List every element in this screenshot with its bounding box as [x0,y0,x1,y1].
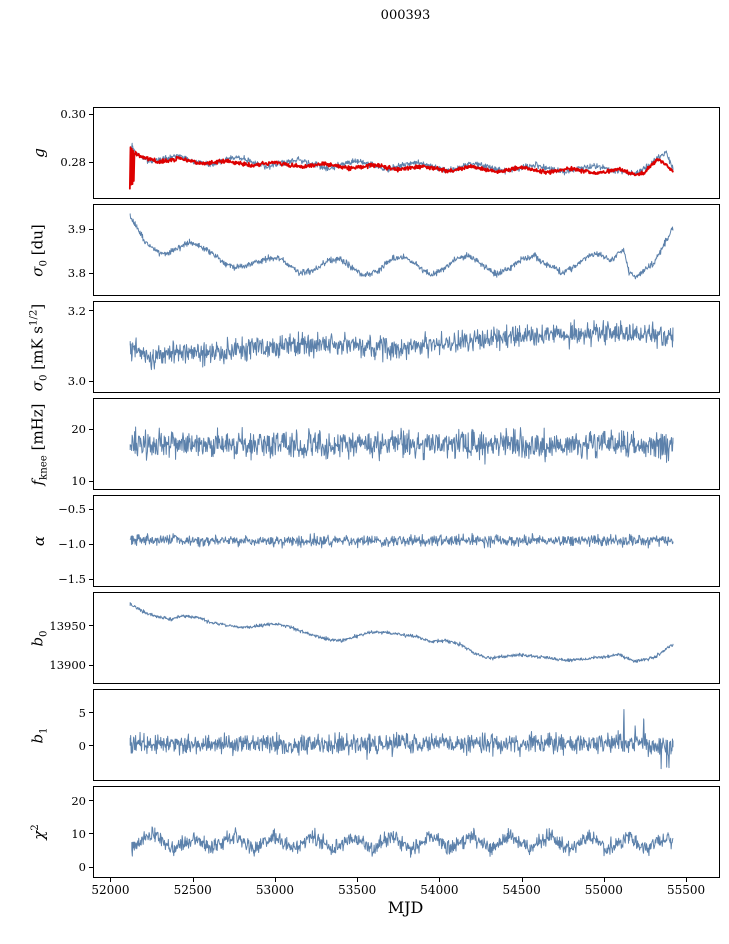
figure-title: 000393 [380,8,431,23]
panel-g: 0.30 0.28 g [30,107,720,199]
ytick-label-alpha: −0.5 [58,502,86,517]
xtick-mark [439,878,441,882]
x-axis-label: MJD [387,898,424,917]
y-axis-label-sigma0-du: σ0 [du] [28,223,50,277]
xtick-label: 55500 [667,883,706,897]
panel-chi2: 20 10 0 χ2 52000 52500 53000 53500 54000 54500 550… [30,786,720,897]
xtick-label: 55000 [584,883,623,897]
xtick-label: 52500 [173,883,212,897]
ytick-mark [89,508,93,510]
panel-b1-canvas [94,690,719,780]
panel-sigma0-du-canvas [94,205,719,295]
ytick-label-sigma0-mk: 3.0 [67,374,86,389]
ytick-mark [89,272,93,274]
ytick-mark [89,712,93,714]
ytick-label-b1: 0 [78,738,86,753]
panel-g-canvas [94,108,719,198]
xtick-mark [357,878,359,882]
ytick-mark [89,161,93,163]
y-axis-label-b1: b1 [28,726,50,744]
panel-alpha-canvas [94,496,719,586]
ytick-label-chi2: 20 [71,793,86,808]
ytick-mark [89,480,93,482]
xtick-mark [274,878,276,882]
xtick-label: 54000 [420,883,459,897]
ytick-label-fknee: 10 [71,474,86,489]
ytick-mark [89,625,93,627]
ytick-mark [89,800,93,802]
ytick-label-fknee: 20 [71,422,86,437]
panel-chi2-canvas [94,787,719,877]
xtick-label: 52000 [91,883,130,897]
panel-alpha: −0.5 −1.0 −1.5 α [30,495,720,587]
xtick-mark [110,878,112,882]
ytick-label-sigma0-du: 3.9 [67,222,86,237]
ytick-mark [89,428,93,430]
xtick-mark [192,878,194,882]
ytick-mark [89,664,93,666]
xtick-label: 53000 [255,883,294,897]
panel-fknee: 20 10 fknee [mHz] [29,398,720,490]
xtick-mark [521,878,523,882]
ytick-label-chi2: 0 [78,860,86,875]
ytick-mark [89,380,93,382]
ytick-label-sigma0-du: 3.8 [67,266,86,281]
panel-sigma0-mk: 3.2 3.0 σ0 [mK s1/2] [29,301,720,393]
ytick-label-g: 0.28 [60,155,86,169]
ytick-mark [89,310,93,312]
ytick-mark [89,543,93,545]
ytick-label-b0: 13900 [49,658,86,672]
panel-fknee-canvas [94,399,719,489]
ytick-label-alpha: −1.0 [58,537,86,552]
y-axis-label-g: g [29,148,48,158]
panel-sigma0-mk-canvas [94,302,719,392]
xtick-label: 54500 [502,883,541,897]
panel-b0: 13950 13900 b0 [29,592,720,684]
ytick-label-chi2: 10 [71,826,86,841]
ytick-label-b0: 13950 [49,618,86,633]
ytick-mark [89,833,93,835]
ytick-mark [89,228,93,230]
ytick-label-b1: 5 [78,705,86,720]
xtick-mark [686,878,688,882]
ytick-mark [89,113,93,115]
panel-sigma0-du: 3.9 3.8 σ0 [du] [29,204,720,296]
ytick-mark [89,866,93,868]
ytick-label-g: 0.30 [60,107,86,122]
panel-b0-canvas [94,593,719,683]
ytick-mark [89,745,93,747]
xtick-mark [603,878,605,882]
panel-b1: 5 0 b1 [29,689,720,781]
ytick-label-alpha: −1.5 [58,572,86,587]
xtick-label: 53500 [338,883,377,897]
ytick-mark [89,578,93,580]
ytick-label-sigma0-mk: 3.2 [67,303,86,318]
